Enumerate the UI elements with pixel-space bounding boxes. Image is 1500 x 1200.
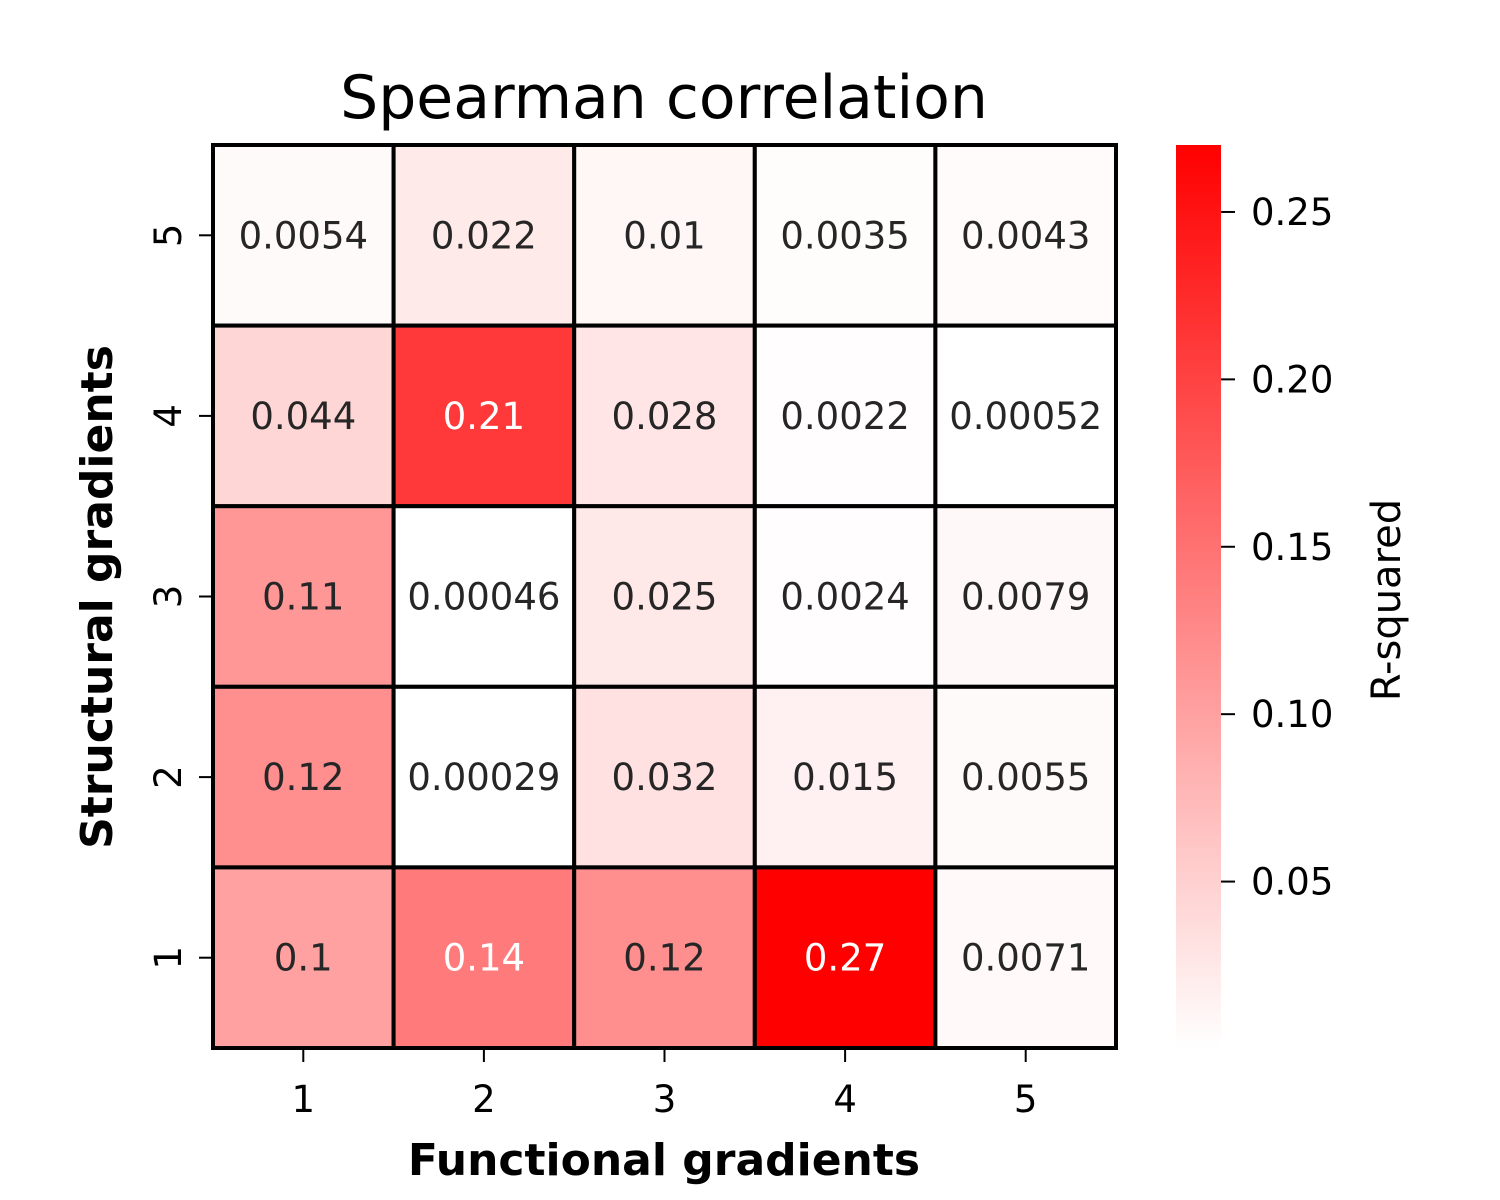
cell-value-label: 0.0055 <box>961 756 1090 799</box>
heatmap-cell <box>391 684 577 870</box>
cell-value-label: 0.00046 <box>407 576 560 619</box>
heatmap-cell <box>572 865 757 1051</box>
heatmap-cell <box>211 143 396 328</box>
heatmap-cell <box>391 143 577 328</box>
cell-value-label: 0.0035 <box>780 214 909 257</box>
cell-value-label: 0.025 <box>612 576 718 619</box>
colorbar-tick-label: 0.10 <box>1251 693 1333 736</box>
cell-value-label: 0.0043 <box>961 214 1090 257</box>
y-axis: 5 4 3 2 1 <box>147 224 213 970</box>
heatmap-cell <box>391 865 577 1051</box>
cell-value-label: 0.00029 <box>407 756 560 799</box>
heatmap-cell <box>391 504 577 689</box>
heatmap-cell <box>933 323 1119 509</box>
cell-value-label: 0.032 <box>612 756 718 799</box>
cell-value-label: 0.00052 <box>949 395 1102 438</box>
y-axis-label: Structural gradients <box>72 345 123 849</box>
x-axis: 1 2 3 4 5 <box>292 1048 1038 1121</box>
colorbar-label: R-squared <box>1364 499 1410 701</box>
cell-value-label: 0.14 <box>443 937 525 980</box>
cell-value-label: 0.044 <box>250 395 356 438</box>
y-tick-label: 5 <box>147 224 190 248</box>
cell-value-label: 0.12 <box>262 756 344 799</box>
cell-value-label: 0.0024 <box>780 576 909 619</box>
heatmap-cell <box>572 684 757 870</box>
cell-value-label: 0.022 <box>431 214 537 257</box>
heatmap-cell <box>933 684 1119 870</box>
y-tick-label: 4 <box>147 404 190 428</box>
chart-title: Spearman correlation <box>340 63 988 133</box>
cell-value-label: 0.01 <box>623 214 705 257</box>
cell-value-label: 0.015 <box>792 756 898 799</box>
heatmap-cell <box>572 323 757 509</box>
colorbar-axis: 0.05 0.10 0.15 0.20 0.25 <box>1221 191 1333 904</box>
colorbar-tick-label: 0.20 <box>1251 358 1333 401</box>
cell-value-label: 0.028 <box>612 395 718 438</box>
colorbar-tick-label: 0.15 <box>1251 526 1333 569</box>
colorbar-tick-label: 0.05 <box>1251 861 1333 904</box>
cell-value-label: 0.0071 <box>961 937 1090 980</box>
heatmap-cells <box>211 143 1119 1051</box>
colorbar-tick-label: 0.25 <box>1251 191 1333 234</box>
cell-value-label: 0.11 <box>262 576 344 619</box>
x-tick-label: 4 <box>833 1078 857 1121</box>
x-tick-label: 2 <box>472 1078 496 1121</box>
x-tick-label: 1 <box>292 1078 316 1121</box>
x-axis-label: Functional gradients <box>408 1135 920 1186</box>
heatmap-cell <box>211 865 396 1051</box>
y-tick-label: 2 <box>147 765 190 789</box>
cell-value-label: 0.1 <box>274 937 333 980</box>
heatmap-cell-labels: 0.0054 0.022 0.01 0.0035 0.0043 0.044 0.21 0.02… <box>239 214 1103 979</box>
x-tick-label: 5 <box>1014 1078 1038 1121</box>
y-tick-label: 3 <box>147 585 190 609</box>
cell-value-label: 0.21 <box>443 395 525 438</box>
cell-value-label: 0.0022 <box>780 395 909 438</box>
y-tick-label: 1 <box>147 946 190 970</box>
heatmap-cell <box>752 504 938 689</box>
cell-value-label: 0.12 <box>623 937 705 980</box>
x-tick-label: 3 <box>653 1078 677 1121</box>
cell-value-label: 0.0079 <box>961 576 1090 619</box>
cell-value-label: 0.0054 <box>239 214 368 257</box>
heatmap-cell <box>752 684 938 870</box>
colorbar <box>1176 145 1221 1048</box>
cell-value-label: 0.27 <box>804 937 886 980</box>
